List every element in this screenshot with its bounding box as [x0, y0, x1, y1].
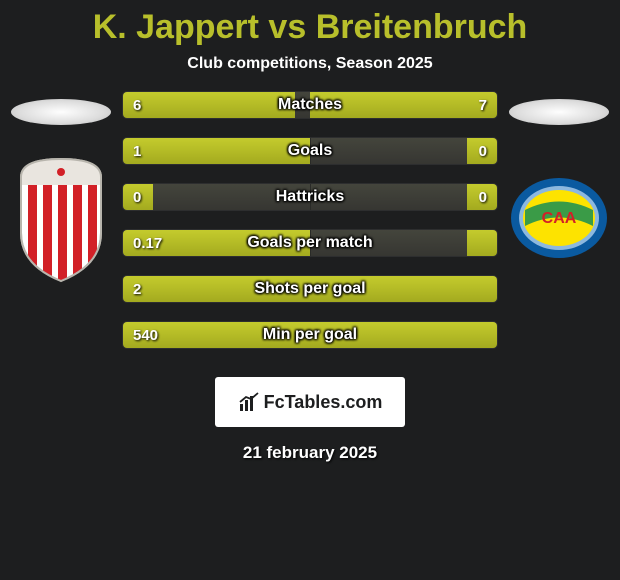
club-crest-left: [11, 155, 111, 288]
bar-value-right: 7: [479, 92, 487, 118]
bar-value-right: 0: [479, 138, 487, 164]
bar-value-left: 0: [133, 184, 141, 210]
stat-bar: Shots per goal2: [122, 275, 498, 303]
crest-right-letters: CAA: [542, 210, 577, 227]
right-col: CAA: [504, 91, 614, 266]
bars-col: Matches67Goals10Hattricks00Goals per mat…: [116, 91, 504, 367]
main-row: Matches67Goals10Hattricks00Goals per mat…: [0, 91, 620, 367]
title-player-right: Breitenbruch: [316, 8, 528, 46]
bar-value-left: 2: [133, 276, 141, 302]
page-title: K. Jappert vs Breitenbruch: [0, 0, 620, 47]
stat-bar: Min per goal540: [122, 321, 498, 349]
stat-bar: Hattricks0 0: [122, 183, 498, 211]
bar-label: Goals: [123, 138, 497, 164]
left-col: [6, 91, 116, 288]
stat-bar: Matches6 7: [122, 91, 498, 119]
bar-label: Matches: [123, 92, 497, 118]
logo-text: FcTables.com: [264, 392, 383, 413]
date: 21 february 2025: [0, 443, 620, 463]
stat-bar: Goals1 0: [122, 137, 498, 165]
bar-value-left: 6: [133, 92, 141, 118]
bar-value-right: 0: [479, 184, 487, 210]
bar-value-left: 0.17: [133, 230, 162, 256]
player-photo-placeholder-left: [11, 99, 111, 125]
stat-bar: Goals per match0.17: [122, 229, 498, 257]
chart-icon: [238, 391, 260, 413]
subtitle: Club competitions, Season 2025: [0, 55, 620, 73]
fctables-logo: FcTables.com: [215, 377, 405, 427]
club-crest-right: CAA: [509, 175, 609, 266]
player-photo-placeholder-right: [509, 99, 609, 125]
bar-value-left: 1: [133, 138, 141, 164]
title-vs: vs: [268, 8, 306, 46]
bar-label: Shots per goal: [123, 276, 497, 302]
bar-label: Hattricks: [123, 184, 497, 210]
bar-label: Goals per match: [123, 230, 497, 256]
bar-label: Min per goal: [123, 322, 497, 348]
bar-value-left: 540: [133, 322, 158, 348]
title-player-left: K. Jappert: [93, 8, 259, 46]
